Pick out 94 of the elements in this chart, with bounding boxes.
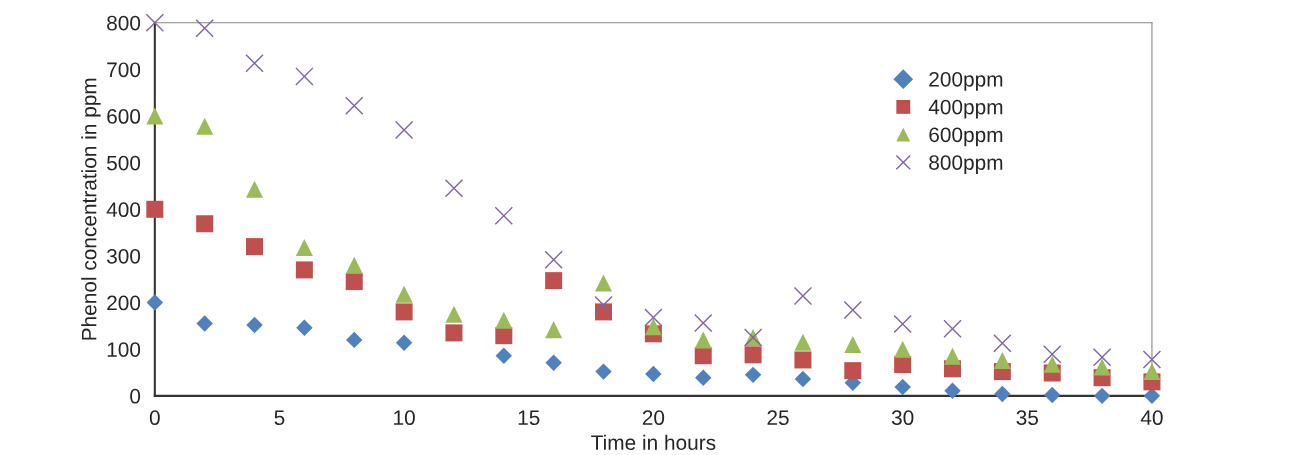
point (196, 315, 213, 332)
point (296, 319, 313, 336)
point (545, 272, 563, 290)
point (1093, 387, 1111, 405)
point (894, 340, 912, 358)
point (644, 318, 662, 336)
point (595, 274, 613, 292)
y-tick-label: 300 (106, 248, 141, 264)
point (1043, 355, 1061, 373)
point (295, 239, 313, 257)
point (295, 67, 314, 86)
point (695, 369, 712, 386)
legend-label: 600ppm (929, 127, 1003, 147)
point (345, 256, 363, 274)
point (146, 294, 164, 311)
point (245, 54, 264, 73)
legend-label: 400ppm (928, 99, 1003, 119)
point (944, 347, 962, 365)
point (1143, 363, 1161, 381)
point (1043, 345, 1062, 364)
y-tick-label: 0 (130, 388, 141, 404)
point (545, 321, 563, 339)
point (694, 347, 712, 365)
x-tick-label: 0 (149, 410, 160, 426)
x-tick-label: 35 (1016, 410, 1039, 426)
point (793, 286, 813, 306)
point (694, 313, 713, 333)
point (444, 179, 464, 198)
y-tick-label: 600 (107, 109, 141, 124)
point (744, 346, 762, 364)
point (146, 107, 164, 125)
point (395, 303, 413, 321)
legend-label: 200ppm (929, 71, 1003, 91)
point (843, 300, 863, 320)
x-tick-label: 5 (274, 410, 285, 426)
y-axis-title: Phenol concentration in ppm (81, 78, 101, 340)
x-tick-label: 20 (642, 410, 665, 426)
x-axis-title: Time in hours (591, 434, 716, 451)
point (395, 334, 413, 351)
point (1044, 386, 1061, 404)
point (894, 378, 911, 396)
point (794, 333, 812, 351)
point (295, 261, 313, 279)
point (345, 96, 364, 115)
point (595, 363, 612, 380)
point (146, 200, 164, 218)
point (594, 295, 613, 315)
point (644, 308, 663, 327)
point (993, 351, 1011, 369)
x-tick-label: 25 (767, 410, 789, 426)
point (893, 314, 912, 334)
y-tick-label: 100 (107, 342, 141, 357)
legend-label: 800ppm (929, 155, 1003, 175)
point (394, 120, 414, 140)
point (943, 319, 962, 338)
point (844, 336, 862, 354)
point (1142, 350, 1162, 369)
point (395, 285, 413, 303)
point (196, 117, 214, 135)
x-tick-label: 10 (394, 410, 415, 426)
y-tick-label: 400 (106, 202, 141, 218)
y-tick-label: 700 (107, 62, 141, 78)
point (944, 382, 961, 399)
y-tick-label: 500 (107, 155, 141, 171)
point (145, 13, 165, 32)
point (445, 324, 463, 342)
point (445, 305, 463, 323)
x-tick-label: 40 (1140, 410, 1163, 426)
point (246, 316, 263, 334)
x-tick-label: 30 (891, 410, 914, 426)
point (844, 362, 862, 380)
point (744, 366, 762, 384)
point (694, 331, 712, 349)
x-tick-label: 15 (518, 410, 540, 426)
point (544, 250, 563, 269)
point (994, 385, 1011, 403)
y-tick-label: 800 (107, 15, 141, 31)
point (246, 180, 264, 198)
point (645, 365, 662, 383)
point (495, 311, 513, 329)
point (794, 370, 812, 388)
point (1092, 347, 1112, 367)
point (794, 351, 812, 369)
y-tick-label: 200 (107, 295, 141, 311)
point (545, 354, 562, 371)
point (246, 238, 264, 256)
point (993, 333, 1012, 353)
point (1093, 358, 1111, 376)
point (495, 347, 513, 364)
point (196, 215, 214, 233)
point (346, 331, 363, 349)
point (494, 206, 514, 226)
point (345, 273, 363, 291)
point (195, 19, 214, 38)
